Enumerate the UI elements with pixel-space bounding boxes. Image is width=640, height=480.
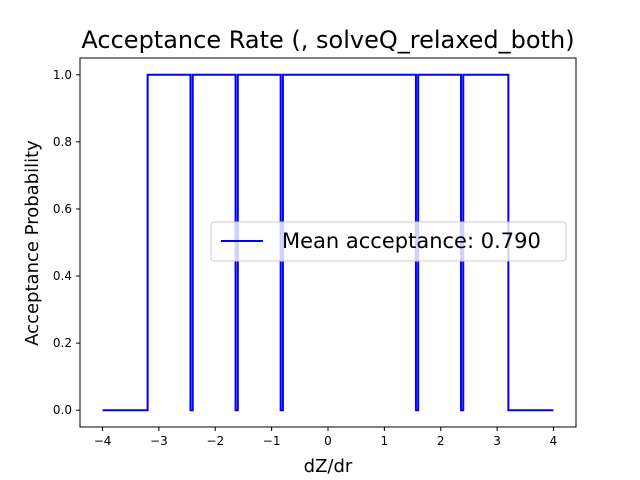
x-tick-label: −3 xyxy=(150,434,168,448)
x-tick-label: 0 xyxy=(324,434,332,448)
legend-box xyxy=(210,221,567,262)
x-tick-label: −2 xyxy=(206,434,224,448)
x-tick-label: 3 xyxy=(493,434,501,448)
y-tick-label: 0.2 xyxy=(53,336,72,350)
x-tick-label: 2 xyxy=(437,434,445,448)
y-tick-label: 0.6 xyxy=(53,202,72,216)
x-tick-label: −1 xyxy=(263,434,281,448)
legend: Mean acceptance: 0.790 xyxy=(210,221,567,262)
legend-label: Mean acceptance: 0.790 xyxy=(282,229,541,253)
y-tick-label: 0.4 xyxy=(53,269,72,283)
axis-ticks: −4 −3 −2 −1 0 1 2 3 4 0.0 0.2 0.4 0.6 0.8 1.0 xyxy=(53,68,557,448)
x-tick-label: 4 xyxy=(550,434,558,448)
series-line-0 xyxy=(102,73,554,412)
y-tick-label: 1.0 xyxy=(53,68,72,82)
y-axis-label: Acceptance Probability xyxy=(22,140,43,346)
x-tick-label: 1 xyxy=(381,434,389,448)
y-tick-label: 0.8 xyxy=(53,135,72,149)
chart-title: Acceptance Rate (, solveQ_relaxed_both) xyxy=(81,26,574,54)
x-axis-label: dZ/dr xyxy=(304,456,353,477)
x-tick-label: −4 xyxy=(94,434,112,448)
y-tick-label: 0.0 xyxy=(53,403,72,417)
